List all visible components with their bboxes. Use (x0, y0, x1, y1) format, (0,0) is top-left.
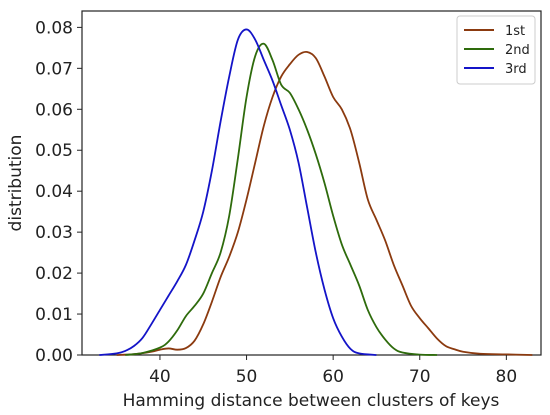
legend-label-2nd: 2nd (505, 43, 530, 58)
y-tick-label: 0.07 (35, 59, 73, 79)
x-axis-ticks: 40 50 60 70 80 (149, 355, 517, 387)
x-tick-label: 60 (322, 367, 344, 387)
y-tick-label: 0.00 (35, 346, 73, 366)
series-line-3rd (99, 28, 377, 356)
y-tick-label: 0.05 (35, 141, 73, 161)
series-line-1st (116, 50, 533, 356)
series-line-2nd (125, 42, 438, 356)
x-axis-label: Hamming distance between clusters of key… (123, 391, 500, 411)
y-axis-ticks: 0.00 0.01 0.02 0.03 0.04 0.05 0.06 0.07 0.08 (35, 18, 82, 366)
legend-label-3rd: 3rd (505, 62, 527, 77)
x-tick-label: 80 (496, 367, 518, 387)
legend: 1st 2nd 3rd (456, 15, 536, 85)
y-tick-label: 0.01 (35, 305, 73, 325)
y-tick-label: 0.04 (35, 182, 73, 202)
y-axis-label: distribution (6, 135, 26, 232)
y-tick-label: 0.06 (35, 100, 73, 120)
y-tick-label: 0.08 (35, 18, 73, 38)
y-tick-label: 0.03 (35, 223, 73, 243)
legend-label-1st: 1st (505, 24, 525, 39)
series-layer (99, 28, 533, 356)
x-tick-label: 70 (409, 367, 431, 387)
y-tick-label: 0.02 (35, 264, 73, 284)
x-tick-label: 40 (149, 367, 171, 387)
x-tick-label: 50 (236, 367, 258, 387)
